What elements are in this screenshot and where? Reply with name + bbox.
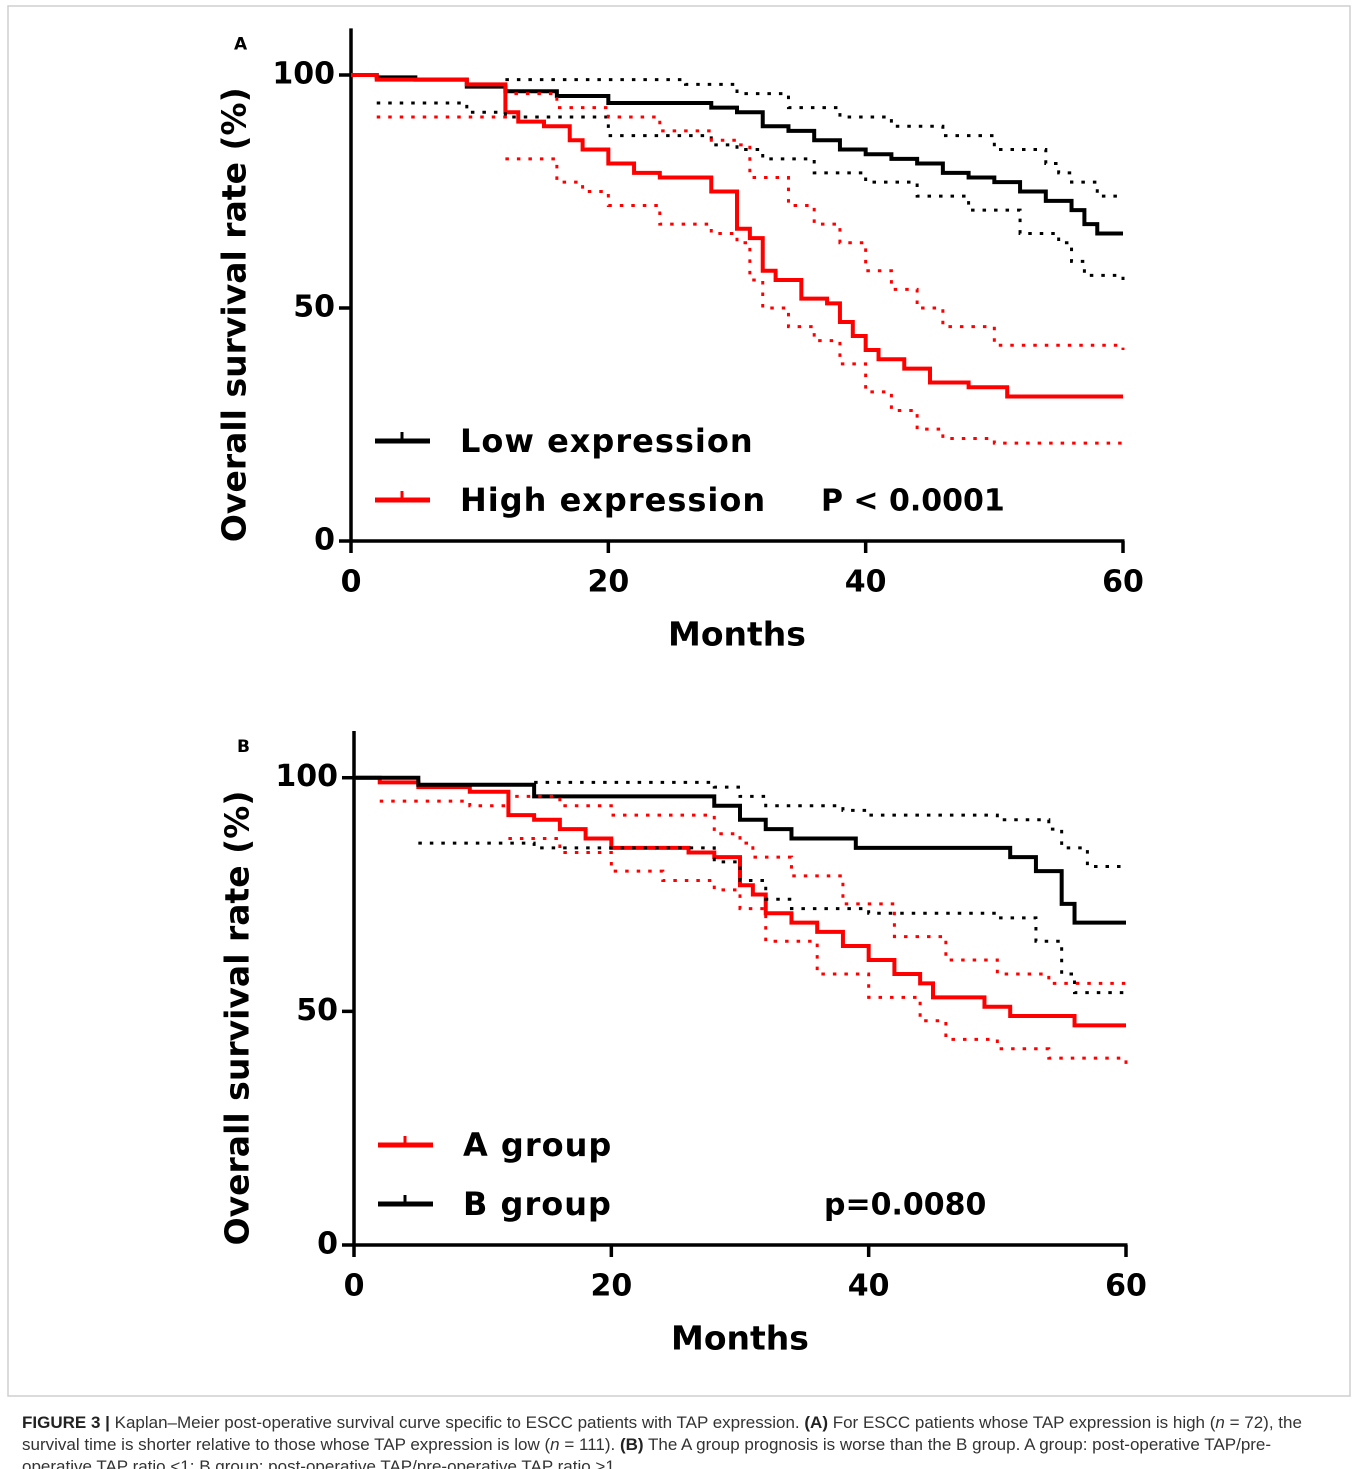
y-tick-label: 100 xyxy=(272,57,335,92)
y-tick-label: 0 xyxy=(317,1227,338,1262)
y-tick-label: 0 xyxy=(314,523,335,558)
panel-label: A xyxy=(234,34,248,54)
caption-text: Kaplan–Meier post-operative survival cur… xyxy=(109,1413,805,1432)
caption: FIGURE 3 | Kaplan–Meier post-operative s… xyxy=(22,1412,1338,1469)
caption-text: = 111). xyxy=(559,1435,620,1454)
x-tick-label: 40 xyxy=(848,1269,890,1304)
x-tick-label: 60 xyxy=(1102,565,1144,600)
caption-text: = 72), the survival time is shorter rela… xyxy=(22,1413,1302,1454)
survival-curve xyxy=(351,73,1123,399)
y-tick-label: 100 xyxy=(275,759,338,794)
survival-curve xyxy=(354,775,1126,925)
confidence-band xyxy=(505,157,1125,448)
caption-text: The A group prognosis is worse than the … xyxy=(22,1435,1272,1469)
legend-label: High expression xyxy=(460,481,766,519)
x-tick-label: 0 xyxy=(341,565,362,600)
x-tick-label: 0 xyxy=(344,1269,365,1304)
x-tick-label: 20 xyxy=(587,565,629,600)
panel-label: B xyxy=(237,737,250,757)
x-axis-title: Months xyxy=(668,615,806,654)
caption-text: n xyxy=(550,1435,560,1454)
caption-text: For ESCC patients whose TAP expression i… xyxy=(828,1413,1216,1432)
caption-text: (A) xyxy=(804,1413,828,1432)
x-tick-label: 20 xyxy=(590,1269,632,1304)
legend-label: Low expression xyxy=(460,422,754,460)
x-axis-title: Months xyxy=(671,1319,809,1358)
caption-text: (B) xyxy=(619,1435,644,1454)
annotation: p=0.0080 xyxy=(824,1188,986,1223)
survival-curve xyxy=(354,775,1126,1028)
y-tick-label: 50 xyxy=(296,993,338,1028)
confidence-band xyxy=(376,92,1125,350)
x-tick-label: 60 xyxy=(1105,1269,1147,1304)
caption-text: FIGURE 3 | xyxy=(22,1413,110,1432)
confidence-band xyxy=(505,78,1123,198)
legend-label: B group xyxy=(463,1185,612,1223)
charts: A 0 50 100 0 20 40 60 Months Overall survival rat… xyxy=(7,5,1351,1397)
x-tick-label: 40 xyxy=(845,565,887,600)
y-axis-title: Overall survival rate (%) xyxy=(218,791,257,1246)
caption-text: n xyxy=(1215,1413,1225,1432)
confidence-band xyxy=(534,780,1126,869)
legend-label: A group xyxy=(463,1126,612,1164)
y-axis-title: Overall survival rate (%) xyxy=(215,87,254,542)
confidence-band xyxy=(418,841,1126,995)
figure-border xyxy=(7,5,1351,1397)
y-tick-label: 50 xyxy=(293,290,335,325)
confidence-band xyxy=(376,101,1125,281)
confidence-band xyxy=(508,836,1128,1068)
annotation: P < 0.0001 xyxy=(821,484,1005,519)
